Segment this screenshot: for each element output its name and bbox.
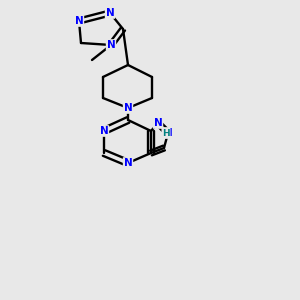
Text: N: N — [124, 158, 132, 168]
Text: H: H — [162, 128, 170, 137]
Text: N: N — [106, 40, 116, 50]
Text: N: N — [100, 126, 108, 136]
Text: N: N — [164, 128, 172, 138]
Text: N: N — [106, 8, 114, 18]
Text: N: N — [154, 118, 162, 128]
Text: N: N — [75, 16, 83, 26]
Text: N: N — [124, 103, 132, 113]
